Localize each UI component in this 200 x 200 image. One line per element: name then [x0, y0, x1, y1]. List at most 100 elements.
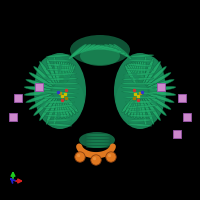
Ellipse shape — [34, 53, 86, 129]
Ellipse shape — [129, 63, 137, 84]
Ellipse shape — [45, 115, 72, 117]
FancyBboxPatch shape — [157, 83, 165, 91]
Ellipse shape — [127, 105, 157, 108]
Ellipse shape — [80, 46, 120, 66]
Ellipse shape — [119, 94, 129, 99]
Ellipse shape — [53, 56, 59, 83]
Ellipse shape — [61, 62, 67, 83]
Ellipse shape — [34, 66, 54, 86]
Ellipse shape — [129, 59, 154, 62]
Circle shape — [77, 154, 80, 157]
Ellipse shape — [46, 55, 70, 57]
Ellipse shape — [121, 82, 155, 85]
Ellipse shape — [71, 44, 91, 57]
Ellipse shape — [59, 99, 63, 119]
Ellipse shape — [141, 99, 146, 119]
Ellipse shape — [45, 82, 79, 85]
Circle shape — [108, 154, 111, 157]
Ellipse shape — [46, 98, 57, 124]
Ellipse shape — [125, 101, 157, 103]
Ellipse shape — [65, 97, 78, 113]
Ellipse shape — [116, 79, 152, 123]
Ellipse shape — [148, 79, 174, 89]
Ellipse shape — [133, 62, 139, 83]
Ellipse shape — [137, 99, 141, 119]
FancyBboxPatch shape — [35, 83, 43, 91]
Ellipse shape — [141, 56, 147, 83]
Ellipse shape — [125, 65, 136, 84]
Ellipse shape — [68, 44, 87, 60]
Ellipse shape — [26, 79, 52, 89]
FancyBboxPatch shape — [183, 113, 191, 121]
Ellipse shape — [122, 97, 135, 113]
Ellipse shape — [34, 96, 54, 116]
Ellipse shape — [44, 110, 72, 113]
Ellipse shape — [46, 78, 78, 80]
Ellipse shape — [63, 98, 72, 116]
Ellipse shape — [48, 124, 72, 126]
Ellipse shape — [29, 72, 53, 87]
Ellipse shape — [100, 45, 122, 53]
Ellipse shape — [59, 61, 63, 83]
Ellipse shape — [39, 98, 56, 121]
Ellipse shape — [132, 72, 139, 80]
Ellipse shape — [64, 98, 75, 115]
Ellipse shape — [114, 53, 166, 129]
Ellipse shape — [54, 61, 59, 83]
Ellipse shape — [148, 77, 154, 81]
Ellipse shape — [137, 61, 141, 83]
Ellipse shape — [58, 64, 62, 73]
FancyBboxPatch shape — [178, 94, 186, 102]
Ellipse shape — [43, 91, 78, 95]
Ellipse shape — [131, 99, 138, 118]
Ellipse shape — [62, 62, 69, 83]
Ellipse shape — [46, 119, 72, 122]
Ellipse shape — [72, 93, 84, 96]
Ellipse shape — [86, 137, 110, 139]
Ellipse shape — [141, 61, 146, 83]
Ellipse shape — [152, 86, 156, 89]
Ellipse shape — [146, 66, 166, 86]
Ellipse shape — [54, 99, 59, 119]
Ellipse shape — [128, 110, 156, 113]
Ellipse shape — [44, 77, 52, 81]
Ellipse shape — [46, 58, 57, 84]
Ellipse shape — [86, 143, 110, 145]
Ellipse shape — [134, 99, 139, 118]
Ellipse shape — [143, 58, 154, 84]
Ellipse shape — [24, 86, 52, 91]
Ellipse shape — [39, 61, 56, 84]
Ellipse shape — [53, 99, 59, 126]
Ellipse shape — [72, 102, 76, 111]
Ellipse shape — [124, 55, 164, 111]
Ellipse shape — [62, 99, 69, 118]
Ellipse shape — [70, 35, 130, 65]
Ellipse shape — [125, 69, 154, 71]
Ellipse shape — [128, 119, 154, 122]
Ellipse shape — [64, 65, 75, 84]
Ellipse shape — [56, 113, 61, 118]
Ellipse shape — [95, 45, 118, 51]
Ellipse shape — [122, 78, 154, 80]
Ellipse shape — [56, 61, 60, 83]
Ellipse shape — [132, 99, 136, 107]
Ellipse shape — [121, 87, 156, 90]
Ellipse shape — [123, 73, 154, 76]
Ellipse shape — [125, 98, 136, 115]
Ellipse shape — [26, 93, 52, 103]
Ellipse shape — [128, 98, 137, 116]
Ellipse shape — [147, 72, 171, 87]
Ellipse shape — [113, 44, 132, 60]
FancyBboxPatch shape — [14, 94, 22, 102]
Ellipse shape — [144, 61, 161, 84]
Ellipse shape — [86, 140, 110, 142]
Ellipse shape — [128, 124, 152, 126]
Ellipse shape — [127, 64, 154, 67]
Ellipse shape — [46, 59, 71, 62]
Ellipse shape — [130, 55, 154, 57]
Circle shape — [75, 152, 85, 162]
Ellipse shape — [29, 95, 53, 110]
Circle shape — [106, 152, 116, 162]
Ellipse shape — [109, 44, 129, 57]
Ellipse shape — [127, 64, 137, 84]
